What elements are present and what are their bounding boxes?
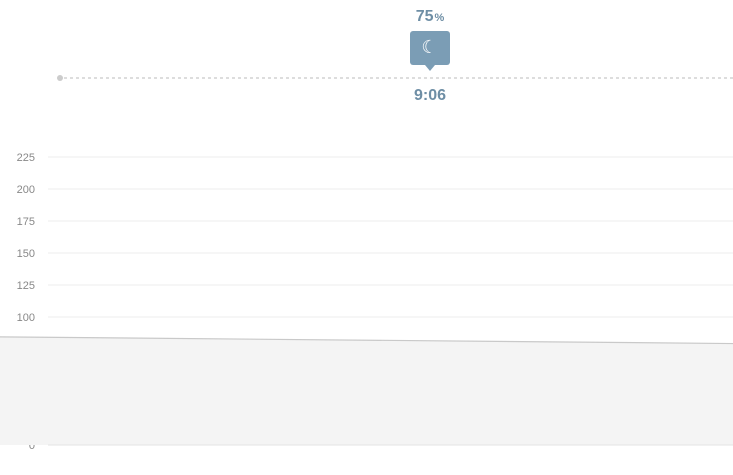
- sleep-badge[interactable]: ☾: [410, 31, 450, 71]
- efficiency-value: 75: [415, 8, 434, 25]
- y-tick-label: 125: [17, 280, 35, 292]
- moon-icon: ☾: [421, 37, 438, 57]
- y-tick-label: 225: [17, 152, 35, 164]
- timeline-start-dot: [57, 75, 63, 81]
- y-tick-label: 0: [29, 440, 35, 452]
- y-tick-label: 175: [17, 216, 35, 228]
- efficiency-percent: 75%: [380, 8, 480, 26]
- series-area-after: [0, 304, 733, 445]
- sleep-duration: 9:06: [413, 87, 447, 104]
- efficiency-unit: %: [434, 12, 445, 24]
- y-tick-label: 200: [17, 184, 35, 196]
- y-tick-label: 100: [17, 312, 35, 324]
- y-tick-label: 150: [17, 248, 35, 260]
